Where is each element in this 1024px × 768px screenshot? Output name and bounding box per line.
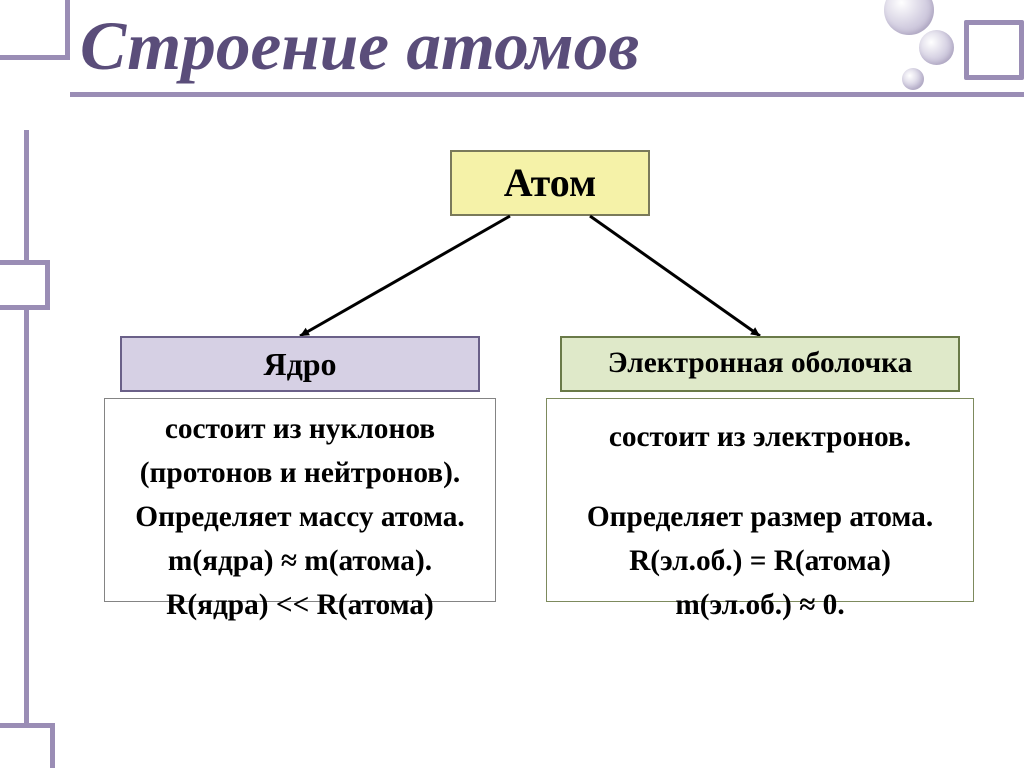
nucleus-desc-1: состоит из нуклонов(протонов и нейтронов… [120, 408, 480, 496]
frame-left-square [0, 260, 50, 310]
nucleus-desc-2: Определяет массу атома.m(ядра) ≈ m(атома… [120, 496, 480, 628]
diagram-area: Атом Ядро состоит из нуклонов(протонов и… [60, 120, 994, 738]
connector-right [60, 120, 61, 121]
slide: Строение атомов Атом Ядро состоит из нук… [0, 0, 1024, 768]
node-nucleus-label: Ядро [263, 345, 336, 383]
frame-bottom-left-square [0, 723, 55, 768]
node-shell: Электронная оболочка [560, 336, 960, 392]
shell-desc-1: состоит из электронов. [560, 416, 960, 460]
node-atom: Атом [450, 150, 650, 216]
frame-top-right-square [964, 20, 1024, 80]
shell-desc-2: Определяет размер атома.R(эл.об.) = R(ат… [560, 496, 960, 628]
slide-title: Строение атомов [80, 6, 639, 86]
bubble-icon [884, 0, 934, 35]
node-atom-label: Атом [504, 159, 597, 207]
bubble-icon [902, 68, 924, 90]
node-nucleus: Ядро [120, 336, 480, 392]
frame-left-vline [24, 130, 29, 728]
node-shell-label: Электронная оболочка [608, 346, 913, 381]
frame-top-hline [70, 92, 1024, 97]
bubble-icon [919, 30, 954, 65]
frame-top-left [0, 0, 70, 60]
